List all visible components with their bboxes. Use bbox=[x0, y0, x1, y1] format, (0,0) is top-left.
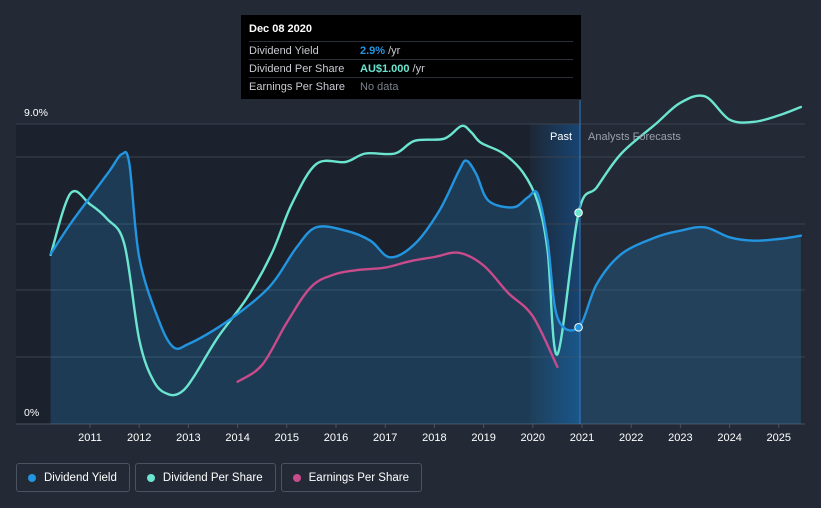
legend: Dividend Yield Dividend Per Share Earnin… bbox=[16, 463, 422, 492]
dividend-yield-area bbox=[50, 152, 801, 424]
legend-item-dividend-per-share[interactable]: Dividend Per Share bbox=[134, 463, 276, 492]
past-label: Past bbox=[550, 131, 572, 143]
y-tick-label: 9.0% bbox=[24, 107, 48, 119]
past-background bbox=[16, 124, 580, 424]
dividend-yield-marker bbox=[574, 323, 583, 332]
tooltip-value: 2.9% bbox=[360, 44, 386, 57]
forecast-background bbox=[580, 124, 805, 424]
grid-lines bbox=[16, 123, 805, 425]
x-tick-label: 2018 bbox=[422, 432, 446, 444]
series-line-dividend-yield bbox=[49, 150, 803, 351]
legend-dot-icon bbox=[146, 473, 155, 482]
x-tick-label: 2025 bbox=[767, 432, 791, 444]
series-line-dividend-per-share bbox=[49, 94, 803, 397]
tooltip-unit: /yr bbox=[388, 44, 401, 57]
x-tick-label: 2019 bbox=[471, 432, 495, 444]
tooltip-label: Dividend Yield bbox=[249, 44, 319, 57]
x-tick-label: 2012 bbox=[127, 432, 151, 444]
x-tick-label: 2024 bbox=[717, 432, 741, 444]
tooltip-label: Earnings Per Share bbox=[249, 80, 345, 93]
x-tick-label: 2015 bbox=[275, 432, 299, 444]
legend-label: Dividend Yield bbox=[44, 471, 117, 484]
forecast-label: Analysts Forecasts bbox=[588, 131, 681, 143]
x-tick-label: 2020 bbox=[521, 432, 545, 444]
past-highlight bbox=[530, 124, 580, 424]
legend-dot-icon bbox=[28, 473, 36, 482]
legend-item-earnings-per-share[interactable]: Earnings Per Share bbox=[280, 463, 422, 492]
legend-label: Earnings Per Share bbox=[308, 471, 409, 484]
legend-dot-icon bbox=[292, 473, 301, 482]
legend-label: Dividend Per Share bbox=[162, 471, 263, 484]
tooltip: Dec 08 2020 Dividend Yield 2.9% /yr Divi… bbox=[241, 15, 581, 99]
tooltip-date: Dec 08 2020 bbox=[249, 23, 312, 35]
dividend-per-share-marker bbox=[574, 208, 583, 217]
tooltip-unit: /yr bbox=[412, 62, 425, 75]
y-tick-label: 0% bbox=[24, 407, 39, 419]
tooltip-value: AU$1.000 bbox=[360, 62, 410, 75]
tooltip-row-earnings-per-share: Earnings Per Share No data bbox=[249, 77, 573, 95]
tooltip-label: Dividend Per Share bbox=[249, 62, 345, 75]
x-tick-label: 2023 bbox=[668, 432, 692, 444]
x-tick-label: 2013 bbox=[176, 432, 200, 444]
x-tick-label: 2017 bbox=[373, 432, 397, 444]
series-line-earnings-per-share bbox=[236, 251, 559, 383]
x-tick-label: 2016 bbox=[324, 432, 348, 444]
legend-item-dividend-yield[interactable]: Dividend Yield bbox=[16, 463, 130, 492]
tooltip-value: No data bbox=[360, 80, 399, 93]
x-tick-label: 2021 bbox=[570, 432, 594, 444]
tooltip-row-dividend-per-share: Dividend Per Share AU$1.000 /yr bbox=[249, 59, 573, 77]
x-tick-label: 2011 bbox=[78, 432, 102, 444]
x-tick-label: 2022 bbox=[619, 432, 643, 444]
tooltip-row-dividend-yield: Dividend Yield 2.9% /yr bbox=[249, 41, 573, 59]
x-tick-label: 2014 bbox=[225, 432, 249, 444]
